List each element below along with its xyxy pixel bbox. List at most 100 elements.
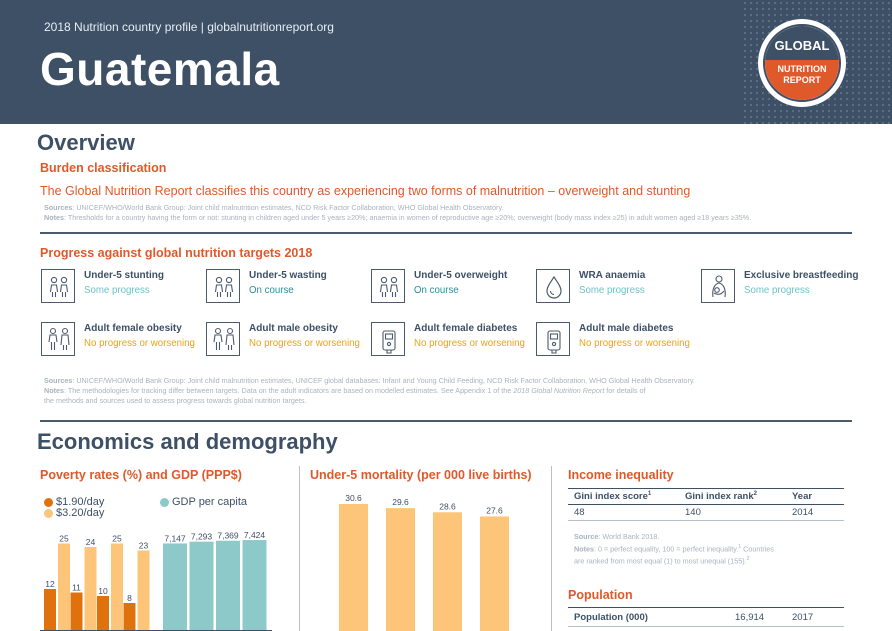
gini-score-value: 48: [574, 507, 585, 518]
target-adult-female-obesity: Adult female obesity No progress or worse…: [41, 322, 201, 362]
blood-drop-icon: [536, 269, 570, 303]
target-under-5-wasting: Under-5 wasting On course: [206, 269, 366, 309]
population-heading: Population: [568, 588, 633, 602]
target-name: Exclusive breastfeeding: [744, 270, 859, 281]
target-status: No progress or worsening: [249, 338, 360, 349]
bar-label-poverty-190: 10: [98, 586, 108, 596]
gini-year-value: 2014: [792, 507, 814, 518]
progress-sources: Sources: UNICEF/WHO/World Bank Group: Jo…: [44, 376, 695, 405]
legend-swatch: [44, 508, 53, 518]
table-rule: [568, 504, 844, 505]
children-icon: [206, 269, 240, 303]
target-name: WRA anaemia: [579, 270, 646, 281]
target-status: No progress or worsening: [84, 338, 195, 349]
table-rule: [568, 626, 844, 627]
gini-rank-header: Gini index rank2: [685, 491, 757, 503]
bar-poverty-190: [97, 596, 109, 631]
section-divider: [40, 420, 852, 422]
bar-label-mortality: 27.6: [486, 505, 503, 515]
overview-sources: Sources: UNICEF/WHO/World Bank Group: Jo…: [44, 203, 752, 222]
bar-poverty-320: [111, 543, 123, 631]
bar-mortality: [339, 503, 368, 631]
breastfeeding-icon: [701, 269, 735, 303]
bar-poverty-190: [70, 592, 83, 631]
target-adult-male-obesity: Adult male obesity No progress or worseni…: [206, 322, 366, 362]
gnr-logo[interactable]: GLOBAL NUTRITION REPORT: [758, 19, 846, 107]
bar-gdp: [242, 540, 267, 631]
bar-label-gdp: 7,369: [217, 531, 239, 541]
bar-poverty-320: [137, 550, 150, 631]
bar-gdp: [163, 543, 187, 631]
logo-line2: NUTRITION: [777, 64, 827, 74]
target-status: On course: [414, 285, 459, 296]
target-adult-female-diabetes: Adult female diabetes No progress or wors…: [371, 322, 531, 362]
income-sources: Source: World Bank 2018. Notes: 0 = perf…: [574, 532, 774, 566]
table-rule: [568, 520, 844, 521]
bar-mortality: [386, 508, 415, 631]
bar-label-mortality: 30.6: [345, 493, 362, 503]
target-status: Some progress: [579, 285, 645, 296]
progress-heading: Progress against global nutrition target…: [40, 246, 313, 260]
target-exclusive-breastfeeding: Exclusive breastfeeding Some progress: [701, 269, 861, 309]
target-name: Adult male obesity: [249, 323, 338, 334]
section-divider: [40, 232, 852, 234]
population-label: Population (000): [574, 612, 648, 623]
legend-320: $3.20/day: [44, 507, 104, 519]
poverty-heading: Poverty rates (%) and GDP (PPP$): [40, 468, 242, 482]
population-value: 16,914: [735, 612, 765, 623]
bar-label-poverty-190: 8: [127, 593, 132, 603]
bar-label-gdp: 7,147: [164, 533, 186, 543]
bar-gdp: [189, 541, 214, 631]
target-under-5-stunting: Under-5 stunting Some progress: [41, 269, 201, 309]
column-divider: [551, 466, 552, 631]
bar-poverty-190: [44, 589, 56, 631]
target-name: Adult female diabetes: [414, 323, 518, 334]
bar-poverty-320: [58, 543, 70, 631]
bar-mortality: [480, 516, 509, 631]
target-name: Adult female obesity: [84, 323, 182, 334]
poverty-gdp-chart: 12 25 11 24 10 25 8 23 7,147 7,293 7,369 7,424: [40, 530, 272, 631]
profile-subtitle: 2018 Nutrition country profile | globaln…: [44, 20, 334, 34]
legend-swatch: [44, 497, 53, 507]
bar-label-gdp: 7,424: [244, 530, 266, 540]
bar-poverty-190: [123, 603, 136, 631]
burden-heading: Burden classification: [40, 161, 167, 175]
legend-swatch: [160, 497, 169, 507]
burden-text: The Global Nutrition Report classifies t…: [40, 184, 691, 198]
target-adult-male-diabetes: Adult male diabetes No progress or worsen…: [536, 322, 696, 362]
adults-icon: [41, 322, 75, 356]
bar-label-poverty-320: 23: [139, 541, 149, 551]
population-year: 2017: [792, 612, 814, 623]
bar-label-gdp: 7,293: [191, 532, 213, 542]
bar-mortality: [433, 512, 462, 631]
gini-rank-value: 140: [685, 507, 701, 518]
economics-title: Economics and demography: [37, 429, 338, 454]
target-status: No progress or worsening: [414, 338, 525, 349]
target-status: Some progress: [744, 285, 810, 296]
year-header: Year: [792, 491, 813, 502]
target-status: On course: [249, 285, 294, 296]
children-icon: [371, 269, 405, 303]
bar-label-mortality: 28.6: [439, 501, 456, 511]
glucose-meter-icon: [371, 322, 405, 356]
country-title: Guatemala: [40, 43, 280, 95]
bar-label-poverty-320: 25: [112, 534, 122, 544]
income-heading: Income inequality: [568, 468, 674, 482]
gini-score-header: Gini index score1: [574, 491, 652, 503]
logo-line1: GLOBAL: [765, 26, 839, 60]
children-icon: [41, 269, 75, 303]
target-name: Under-5 overweight: [414, 270, 508, 281]
adults-icon: [206, 322, 240, 356]
glucose-meter-icon: [536, 322, 570, 356]
mortality-heading: Under-5 mortality (per 000 live births): [310, 468, 532, 482]
bar-label-mortality: 29.6: [392, 497, 409, 507]
bar-label-poverty-190: 11: [72, 583, 81, 593]
overview-title: Overview: [37, 130, 135, 155]
table-rule: [568, 488, 844, 489]
target-name: Adult male diabetes: [579, 323, 674, 334]
column-divider: [299, 466, 300, 631]
legend-gdp: GDP per capita: [160, 496, 247, 508]
target-wra-anaemia: WRA anaemia Some progress: [536, 269, 696, 309]
bar-label-poverty-320: 25: [59, 534, 69, 544]
target-status: No progress or worsening: [579, 338, 690, 349]
